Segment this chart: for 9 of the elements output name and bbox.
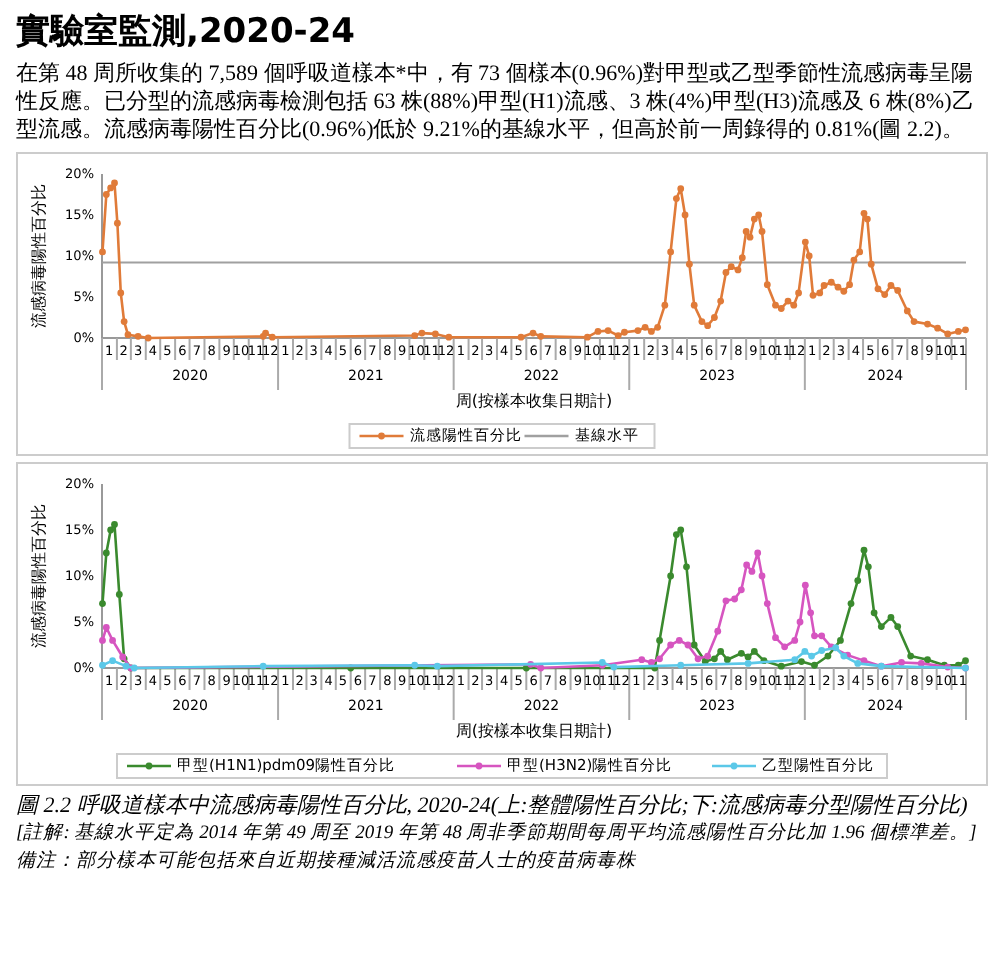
y-axis-title: 流感病毒陽性百分比 [30,184,49,328]
caption: 圖 2.2 呼吸道樣本中流感病毒陽性百分比, 2020-24(上:整體陽性百分比;下:流感病毒分型陽性百分比) [16,792,970,820]
x-axis-title: 周(按樣本收集日期計) [455,722,613,740]
text: 備注：部分樣本可能包括來自近期接種減活流感疫苗人士的疫苗病毒株 [16,848,638,876]
text: [註解: 基線水平定為 2014 年第 49 周至 2019 年第 48 周非季節期間每周平均流感陽性百分比加 1.96 個標準差。] [16,820,979,848]
x-axis-title: 周(按樣本收集日期計) [455,392,613,410]
y-axis-title: 流感病毒陽性百分比 [30,504,49,648]
chart-title: 實驗室監測,2020-24 [16,10,357,54]
chart-subtitle: 在第 48 周所收集的 7,589 個呼吸道樣本*中，有 73 個樣本(0.96%)對甲型或乙型季節性流感病毒呈陽性反應。已分型的流感病毒檢測包括 63 株(88%)甲型(H1)流感、3 株(4%)甲型(H3)流感及 6 株(8%)乙型流感。流感病毒陽性百分比(0.96%)低於 9.21%的基線水平，但高於前一周錄得的 0.81%(圖 2.2)。 [16,60,976,144]
